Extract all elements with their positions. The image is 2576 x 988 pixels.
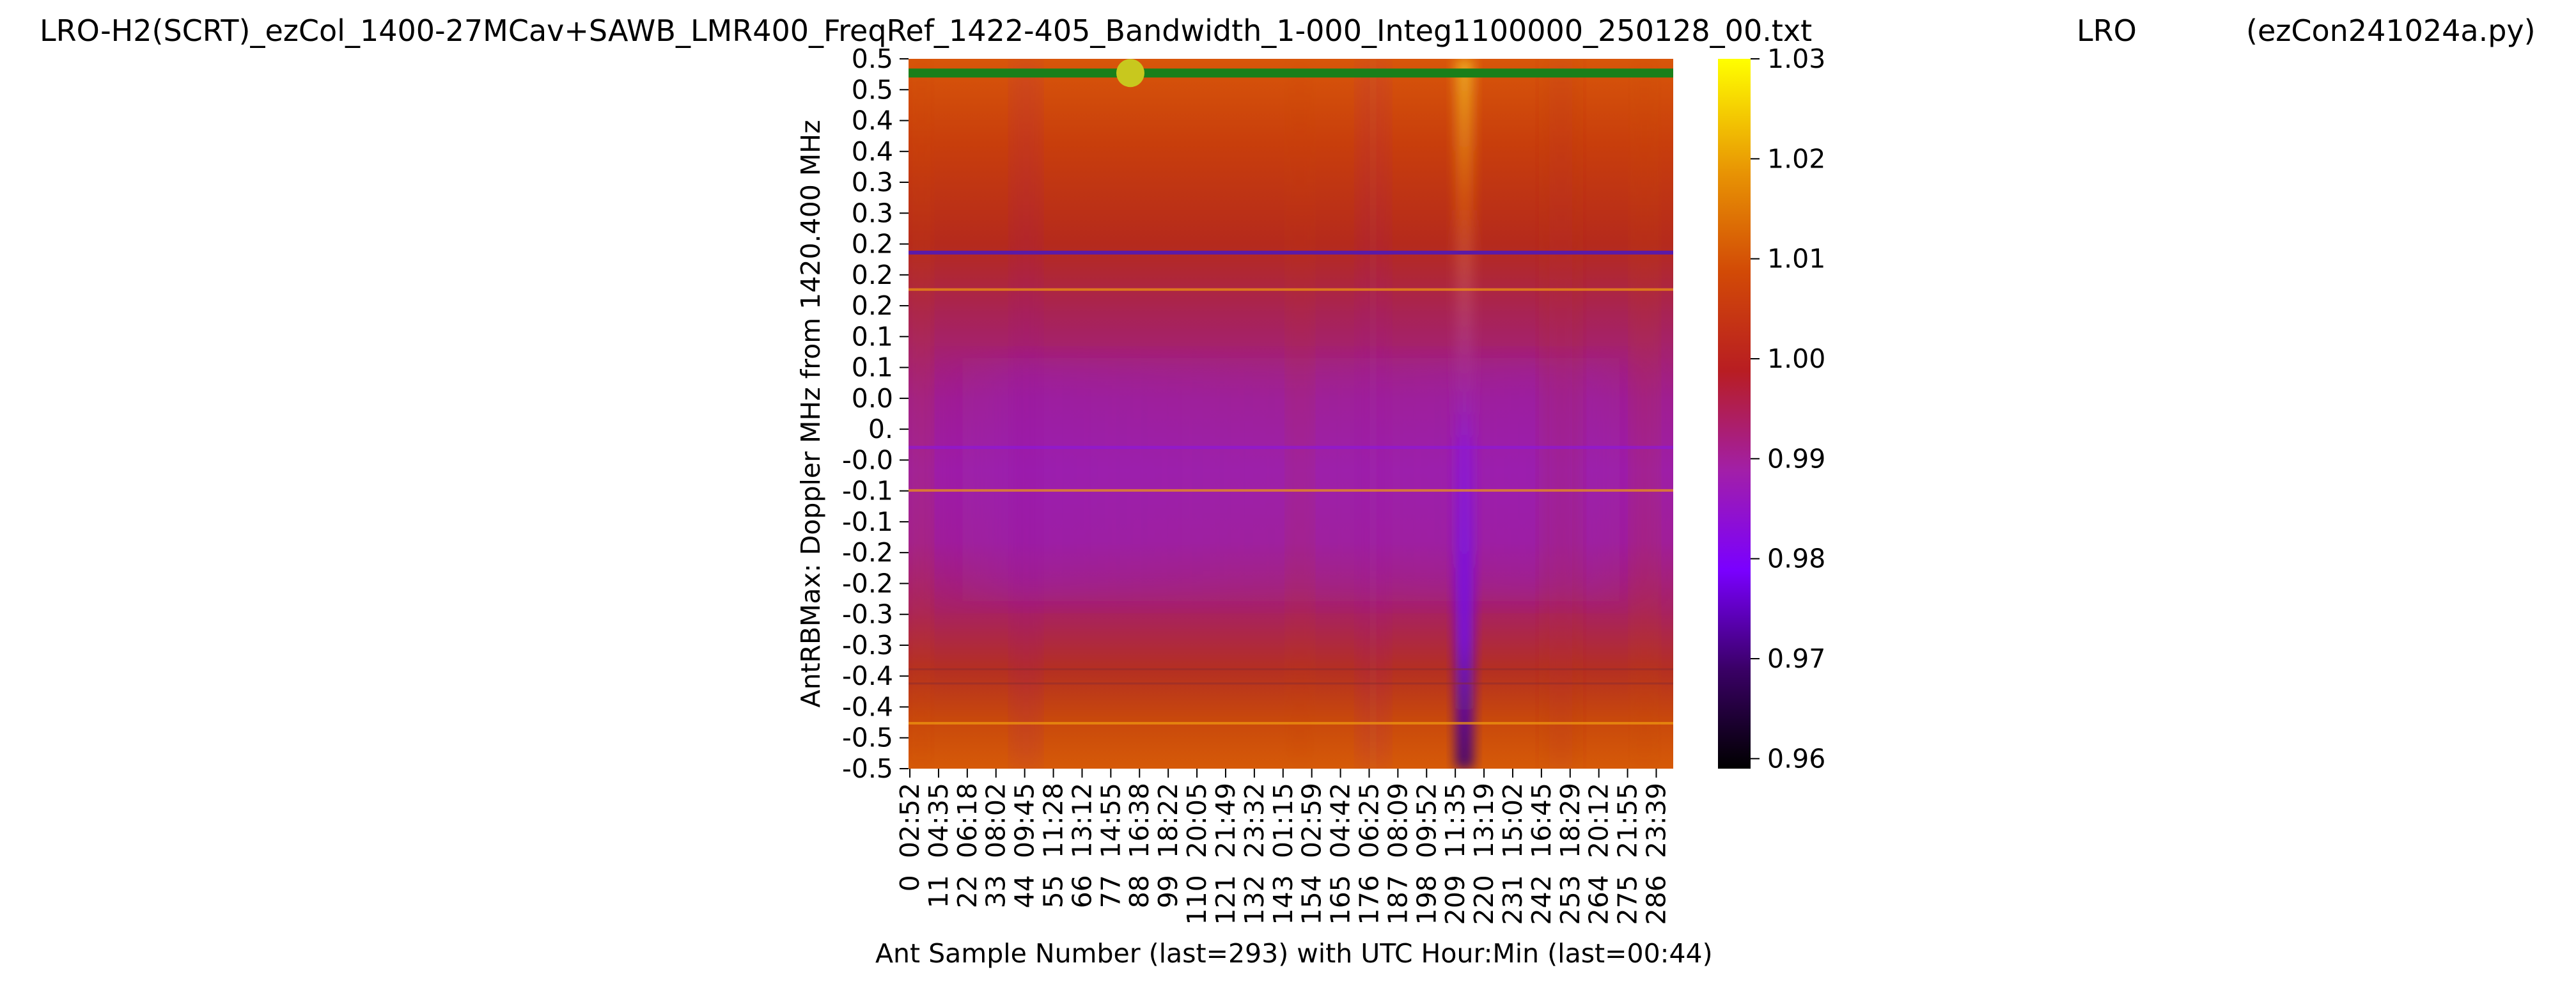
colorbar [1718, 59, 1751, 769]
y-tick-label: -0.3 [842, 599, 893, 630]
y-tick-label: -0.3 [842, 630, 893, 661]
max-line [909, 68, 1673, 78]
x-tick-label: 88 16:38 [1124, 783, 1155, 908]
file-title: LRO-H2(SCRT)_ezCol_1400-27MCav+SAWB_LMR4… [40, 13, 1812, 48]
y-tick-label: 0.3 [852, 198, 893, 228]
y-tick-label: 0. [868, 414, 893, 444]
max-marks [909, 59, 1673, 88]
observatory-label: LRO [2077, 13, 2137, 48]
colorbar-tick-label: 1.01 [1767, 244, 1825, 274]
colorbar-ticks: 0.96 0.97 0.98 0.99 1.00 1.01 1.02 1.03 [1751, 43, 1825, 774]
y-tick-label: -0.1 [842, 506, 893, 537]
colorbar-tick-label: 1.03 [1767, 43, 1825, 74]
y-tick-label: -0.0 [842, 444, 893, 475]
vertical-streak [1363, 59, 1383, 769]
y-tick-label: 0.4 [852, 136, 893, 167]
x-tick-label: 253 18:29 [1555, 783, 1586, 925]
y-tick-label: 0.1 [852, 321, 893, 352]
x-tick-label: 11 04:35 [923, 783, 954, 908]
vertical-spike [1455, 59, 1474, 769]
x-tick-label: 220 13:19 [1469, 783, 1499, 925]
x-tick-label: 132 23:32 [1239, 783, 1270, 925]
colorbar-tick-label: 1.00 [1767, 343, 1825, 374]
x-tick-label: 187 08:09 [1382, 783, 1413, 925]
colorbar-tick-label: 0.98 [1767, 544, 1825, 574]
y-tick-label: -0.2 [842, 568, 893, 599]
x-tick-label: 154 02:59 [1297, 783, 1327, 925]
x-tick-label: 209 11:35 [1440, 783, 1471, 925]
x-tick-label: 231 15:02 [1497, 783, 1528, 925]
vertical-streak [915, 59, 928, 769]
y-tick-label: 0.1 [852, 352, 893, 383]
y-tick-label: -0.5 [842, 723, 893, 753]
y-tick-label: -0.5 [842, 753, 893, 784]
vertical-features [915, 59, 1653, 769]
vertical-streak [1292, 59, 1308, 769]
dark-line-2 [909, 446, 1673, 450]
colorbar-tick-label: 1.02 [1767, 143, 1825, 174]
x-tick-label: 99 18:22 [1153, 783, 1183, 908]
y-tick-label: 0.5 [852, 74, 893, 105]
y-tick-label: 0.2 [852, 229, 893, 260]
dark-line [909, 251, 1673, 255]
x-tick-label: 33 08:02 [981, 783, 1011, 908]
y-tick-label: 0.5 [852, 43, 893, 74]
y-tick-label: -0.1 [842, 476, 893, 506]
x-tick-label: 44 09:45 [1010, 783, 1040, 908]
x-tick-label: 143 01:15 [1268, 783, 1299, 925]
x-tick-label: 176 06:25 [1354, 783, 1384, 925]
horizontal-lines [909, 251, 1673, 725]
x-tick-label: 22 06:18 [952, 783, 983, 908]
vertical-streak [1636, 59, 1653, 769]
bright-line [909, 721, 1673, 725]
faint-line [909, 668, 1673, 671]
x-tick-label: 0 02:52 [894, 783, 925, 891]
x-axis-label: Ant Sample Number (last=293) with UTC Ho… [875, 938, 1713, 969]
bright-line [909, 489, 1673, 492]
y-axis-label: AntRBMax: Doppler MHz from 1420.400 MHz [795, 120, 826, 707]
program-label: (ezCon241024a.py) [2246, 13, 2536, 48]
x-tick-label: 121 21:49 [1210, 783, 1241, 925]
y-tick-label: -0.4 [842, 661, 893, 691]
heatmap-purple-band [909, 358, 1673, 601]
x-tick-label: 275 21:55 [1612, 783, 1643, 925]
x-tick-label: 242 16:45 [1526, 783, 1557, 925]
x-tick-label: 264 20:12 [1584, 783, 1614, 925]
y-tick-label: -0.2 [842, 537, 893, 568]
x-tick-label: 55 11:28 [1038, 783, 1069, 908]
y-tick-label: 0.4 [852, 106, 893, 136]
colorbar-tick-label: 0.99 [1767, 443, 1825, 474]
heatmap-plot-area [909, 59, 1673, 769]
faint-line [909, 682, 1673, 685]
y-tick-label: -0.4 [842, 691, 893, 722]
vertical-streak [1548, 59, 1574, 769]
colorbar-tick-label: 0.97 [1767, 643, 1825, 674]
x-tick-label: 165 04:42 [1325, 783, 1356, 925]
x-tick-label: 110 20:05 [1182, 783, 1212, 925]
y-tick-label: 0.2 [852, 290, 893, 321]
vertical-streak [1017, 59, 1035, 769]
x-tick-label: 286 23:39 [1641, 783, 1671, 925]
y-tick-label: 0.3 [852, 167, 893, 198]
x-tick-label: 66 13:12 [1066, 783, 1097, 908]
y-tick-label: 0.0 [852, 383, 893, 414]
y-tick-label: 0.2 [852, 260, 893, 290]
colorbar-tick-label: 0.96 [1767, 743, 1825, 774]
max-marker [1116, 59, 1144, 88]
bright-line [909, 288, 1673, 291]
y-axis-ticks: 0.50.50.40.40.30.30.20.20.20.10.10.00.-0… [842, 43, 909, 784]
x-tick-label: 77 14:55 [1095, 783, 1126, 908]
x-tick-label: 198 09:52 [1411, 783, 1442, 925]
